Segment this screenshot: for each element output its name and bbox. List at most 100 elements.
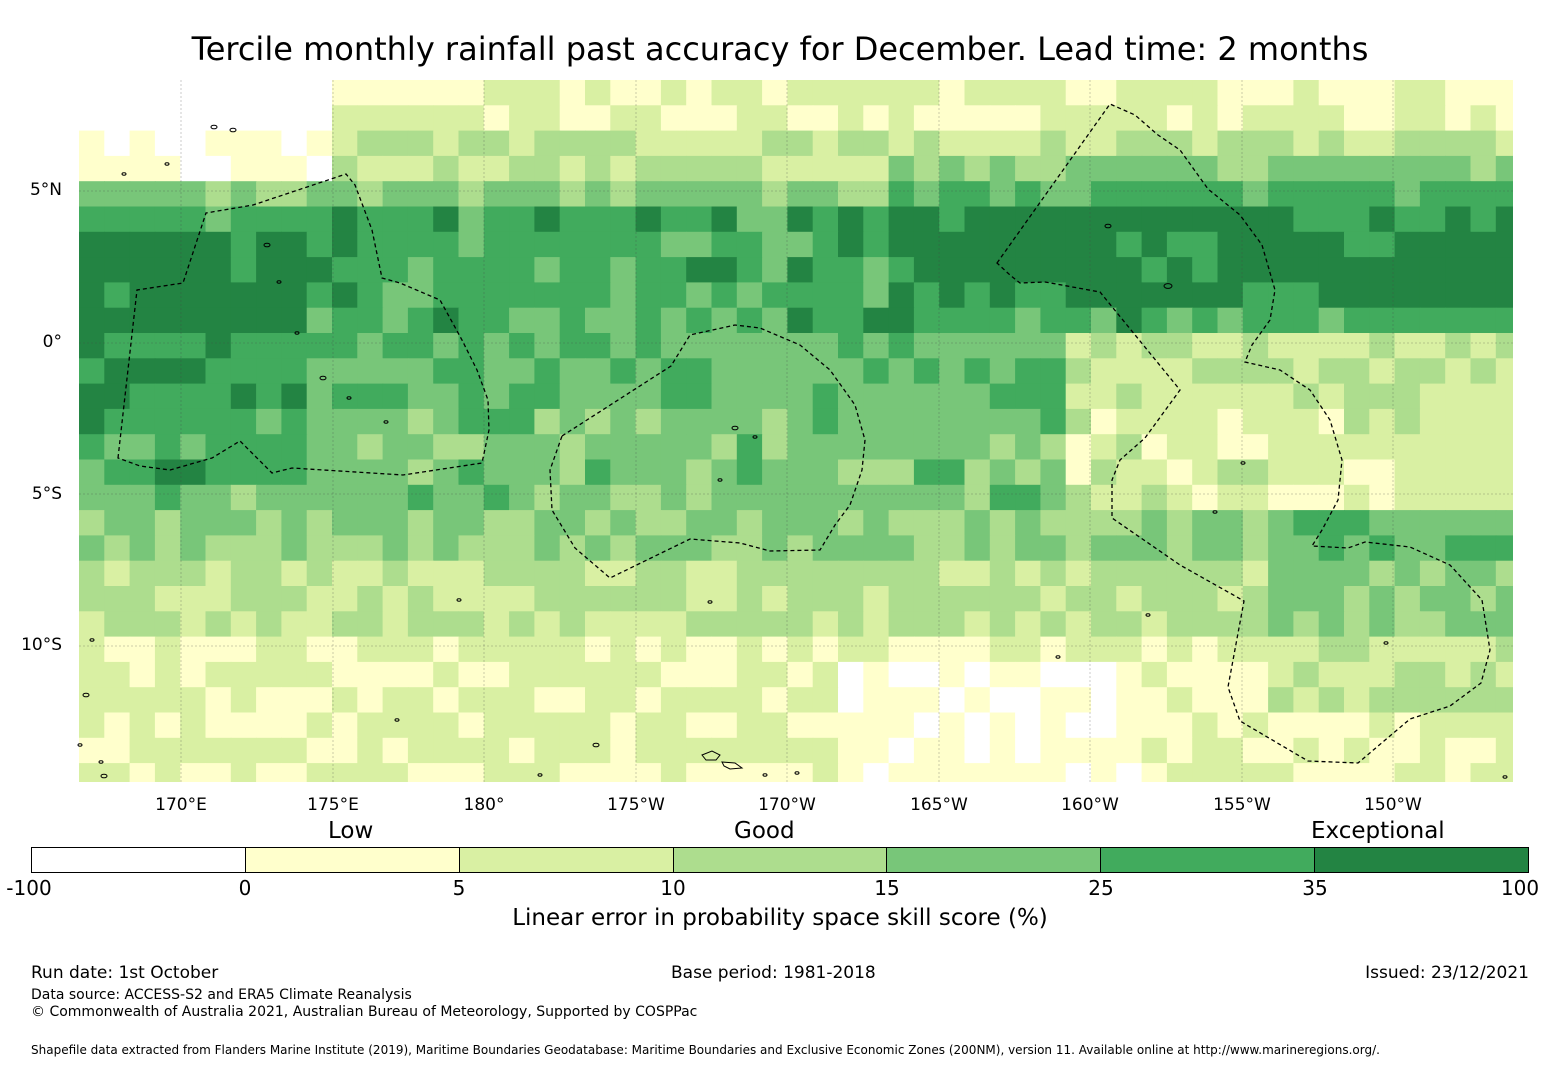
- skill-cell: [205, 510, 232, 536]
- skill-cell: [180, 282, 207, 309]
- skill-cell: [1040, 661, 1067, 688]
- skill-cell: [736, 712, 763, 739]
- skill-cell: [1419, 333, 1446, 359]
- skill-cell: [256, 434, 282, 461]
- skill-cell: [230, 661, 257, 688]
- island-outline: [263, 242, 271, 248]
- skill-cell: [838, 333, 864, 359]
- skill-cell: [762, 231, 788, 258]
- skill-cell: [1495, 333, 1513, 359]
- skill-cell: [762, 586, 788, 612]
- skill-cell: [711, 80, 738, 106]
- skill-cell: [660, 737, 687, 764]
- skill-cell: [1166, 383, 1193, 410]
- skill-cell: [635, 712, 662, 739]
- skill-cell: [1394, 206, 1421, 233]
- skill-cell: [1015, 105, 1041, 132]
- skill-cell: [863, 712, 890, 739]
- skill-cell: [1293, 408, 1320, 435]
- skill-cell: [1166, 560, 1193, 587]
- skill-cell: [1192, 282, 1219, 309]
- skill-cell: [1141, 155, 1168, 182]
- skill-cell: [1495, 484, 1513, 511]
- skill-cell: [939, 155, 966, 182]
- skill-cell: [1166, 687, 1193, 714]
- skill-cell: [1419, 130, 1446, 157]
- skill-cell: [1242, 636, 1269, 663]
- skill-cell: [79, 383, 105, 410]
- skill-cell: [1470, 282, 1497, 309]
- skill-cell: [306, 712, 333, 739]
- skill-cell: [483, 737, 510, 764]
- skill-cell: [1065, 560, 1092, 587]
- skill-cell: [104, 763, 131, 782]
- skill-cell: [332, 763, 358, 782]
- skill-cell: [787, 611, 814, 638]
- skill-cell: [989, 155, 1016, 182]
- skill-cell: [787, 586, 814, 612]
- skill-cell: [1015, 383, 1041, 410]
- skill-cell: [838, 535, 864, 562]
- skill-cell: [610, 282, 637, 309]
- island-outline: [276, 280, 282, 284]
- skill-cell: [534, 105, 561, 132]
- skill-cell: [913, 484, 940, 511]
- island-outline: [1212, 510, 1218, 514]
- skill-cell: [812, 257, 839, 283]
- skill-cell: [1141, 383, 1168, 410]
- skill-cell: [686, 636, 713, 663]
- skill-cell: [1344, 434, 1370, 461]
- skill-cell: [1470, 510, 1497, 536]
- skill-cell: [939, 484, 966, 511]
- skill-cell: [812, 181, 839, 208]
- skill-cell: [1217, 333, 1244, 359]
- skill-cell: [1015, 408, 1041, 435]
- skill-cell: [1015, 257, 1041, 283]
- skill-cell: [382, 257, 409, 283]
- skill-cell: [989, 383, 1016, 410]
- skill-cell: [686, 484, 713, 511]
- skill-cell: [1217, 383, 1244, 410]
- skill-cell: [1166, 155, 1193, 182]
- skill-cell: [205, 383, 232, 410]
- skill-cell: [129, 712, 156, 739]
- skill-cell: [1166, 586, 1193, 612]
- skill-cell: [1192, 712, 1219, 739]
- skill-cell: [1116, 257, 1143, 283]
- skill-cell: [79, 155, 105, 182]
- skill-cell: [736, 383, 763, 410]
- skill-cell: [762, 80, 788, 106]
- skill-cell: [1344, 155, 1370, 182]
- skill-cell: [1495, 358, 1513, 385]
- skill-cell: [129, 231, 156, 258]
- skill-cell: [1394, 763, 1421, 782]
- skill-cell: [1293, 155, 1320, 182]
- skill-cell: [1394, 105, 1421, 132]
- skill-cell: [281, 737, 308, 764]
- skill-cell: [104, 434, 131, 461]
- skill-cell: [1065, 358, 1092, 385]
- skill-cell: [306, 105, 333, 132]
- skill-cell: [1040, 737, 1067, 764]
- skill-cell: [154, 383, 181, 410]
- skill-cell: [838, 661, 864, 688]
- skill-cell: [458, 737, 485, 764]
- skill-cell: [205, 408, 232, 435]
- skill-cell: [711, 383, 738, 410]
- skill-cell: [180, 155, 207, 182]
- skill-cell: [1242, 611, 1269, 638]
- skill-cell: [281, 661, 308, 688]
- skill-cell: [1293, 737, 1320, 764]
- skill-cell: [357, 560, 384, 587]
- skill-cell: [180, 712, 207, 739]
- skill-cell: [585, 763, 611, 782]
- skill-cell: [686, 257, 713, 283]
- skill-cell: [332, 586, 358, 612]
- skill-cell: [989, 206, 1016, 233]
- skill-cell: [256, 712, 282, 739]
- skill-cell: [458, 434, 485, 461]
- skill-cell: [332, 181, 358, 208]
- skill-cell: [787, 408, 814, 435]
- skill-cell: [1217, 358, 1244, 385]
- skill-cell: [1015, 611, 1041, 638]
